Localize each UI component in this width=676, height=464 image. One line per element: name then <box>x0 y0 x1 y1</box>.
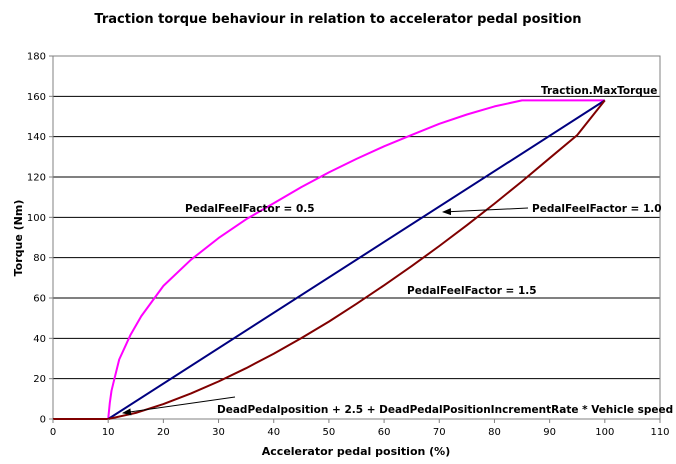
y-axis-ticks: 0 20 40 60 80 100 120 140 160 180 <box>27 52 53 426</box>
series-line-3 <box>53 99 606 420</box>
y-tick-label-0: 0 <box>40 415 46 426</box>
x-tick-label-10: 10 <box>102 427 115 438</box>
series-line-2 <box>53 99 606 420</box>
plot-area-border <box>52 55 661 420</box>
annotation-pedal-feel-0-5: PedalFeelFactor = 0.5 <box>185 203 315 215</box>
y-tick-label-100: 100 <box>27 213 46 224</box>
y-tick-label-140: 140 <box>27 132 46 143</box>
x-tick-label-50: 50 <box>323 427 336 438</box>
x-tick-label-20: 20 <box>157 427 170 438</box>
annotation-pedal-feel-1-5: PedalFeelFactor = 1.5 <box>407 285 537 297</box>
x-tick-label-90: 90 <box>543 427 556 438</box>
series-line-1 <box>53 99 605 420</box>
x-axis-ticks: 0 10 20 30 40 50 60 70 80 90 100 110 <box>50 419 670 438</box>
annotation-pedal-feel-1-0: PedalFeelFactor = 1.0 <box>532 203 662 215</box>
gridlines <box>53 95 660 380</box>
y-tick-label-40: 40 <box>33 334 46 345</box>
x-tick-label-100: 100 <box>595 427 614 438</box>
y-tick-label-60: 60 <box>33 294 46 305</box>
series-lines <box>53 99 606 420</box>
arrow-pedal-feel-1-0 <box>442 207 529 216</box>
x-tick-label-30: 30 <box>212 427 225 438</box>
annotation-dead-pedal: DeadPedalposition + 2.5 + DeadPedalPosit… <box>217 404 673 416</box>
arrow-dead-pedal <box>122 396 236 416</box>
x-tick-label-80: 80 <box>488 427 501 438</box>
x-tick-label-70: 70 <box>433 427 446 438</box>
x-tick-label-0: 0 <box>50 427 56 438</box>
x-tick-label-60: 60 <box>378 427 391 438</box>
y-tick-label-160: 160 <box>27 92 46 103</box>
x-axis-label: Accelerator pedal position (%) <box>262 445 450 458</box>
chart-title: Traction torque behaviour in relation to… <box>94 12 581 27</box>
y-tick-label-180: 180 <box>27 52 46 63</box>
y-tick-label-80: 80 <box>33 253 46 264</box>
x-tick-label-40: 40 <box>267 427 280 438</box>
y-axis-label: Torque (Nm) <box>12 200 25 277</box>
y-tick-label-20: 20 <box>33 374 46 385</box>
annotation-max-torque: Traction.MaxTorque <box>541 85 657 97</box>
x-tick-label-110: 110 <box>650 427 669 438</box>
y-tick-label-120: 120 <box>27 173 46 184</box>
